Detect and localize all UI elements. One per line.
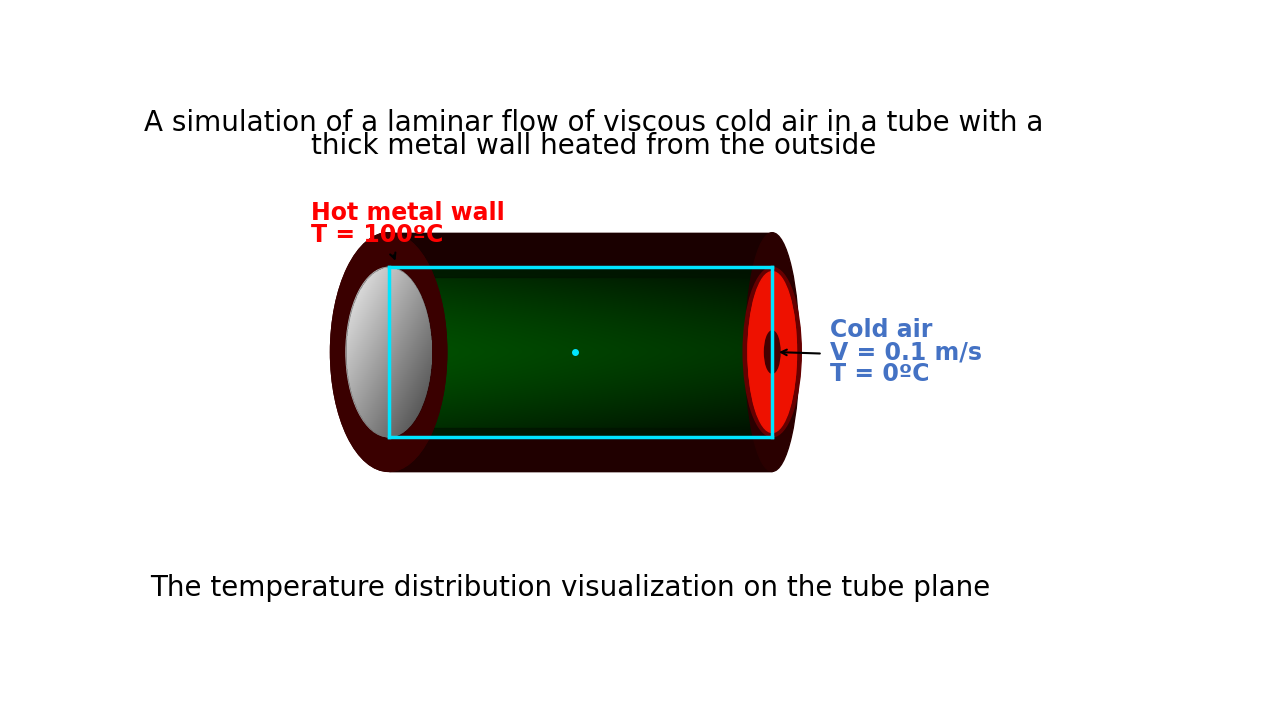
Polygon shape [389, 233, 772, 267]
Text: A simulation of a laminar flow of viscous cold air in a tube with a: A simulation of a laminar flow of viscou… [145, 109, 1043, 138]
Text: The temperature distribution visualization on the tube plane: The temperature distribution visualizati… [151, 575, 991, 603]
Text: Hot metal wall: Hot metal wall [311, 202, 504, 225]
Polygon shape [389, 428, 772, 437]
Text: T = 100ºC: T = 100ºC [311, 223, 443, 247]
Ellipse shape [745, 233, 800, 472]
Ellipse shape [330, 233, 447, 472]
Ellipse shape [346, 267, 431, 437]
Ellipse shape [751, 261, 792, 304]
Polygon shape [389, 267, 772, 437]
Polygon shape [389, 267, 772, 276]
Ellipse shape [764, 331, 780, 373]
Ellipse shape [330, 233, 447, 472]
Text: Cold air: Cold air [831, 318, 933, 343]
Ellipse shape [357, 302, 404, 379]
Ellipse shape [346, 267, 431, 437]
Ellipse shape [376, 328, 413, 392]
Text: V = 0.1 m/s: V = 0.1 m/s [831, 340, 982, 364]
Ellipse shape [751, 400, 792, 442]
Ellipse shape [748, 271, 796, 433]
Polygon shape [389, 437, 772, 472]
Polygon shape [389, 233, 772, 472]
Ellipse shape [748, 274, 796, 431]
Text: T = 0ºC: T = 0ºC [831, 361, 929, 386]
Ellipse shape [744, 267, 801, 437]
Text: thick metal wall heated from the outside: thick metal wall heated from the outside [311, 132, 877, 160]
